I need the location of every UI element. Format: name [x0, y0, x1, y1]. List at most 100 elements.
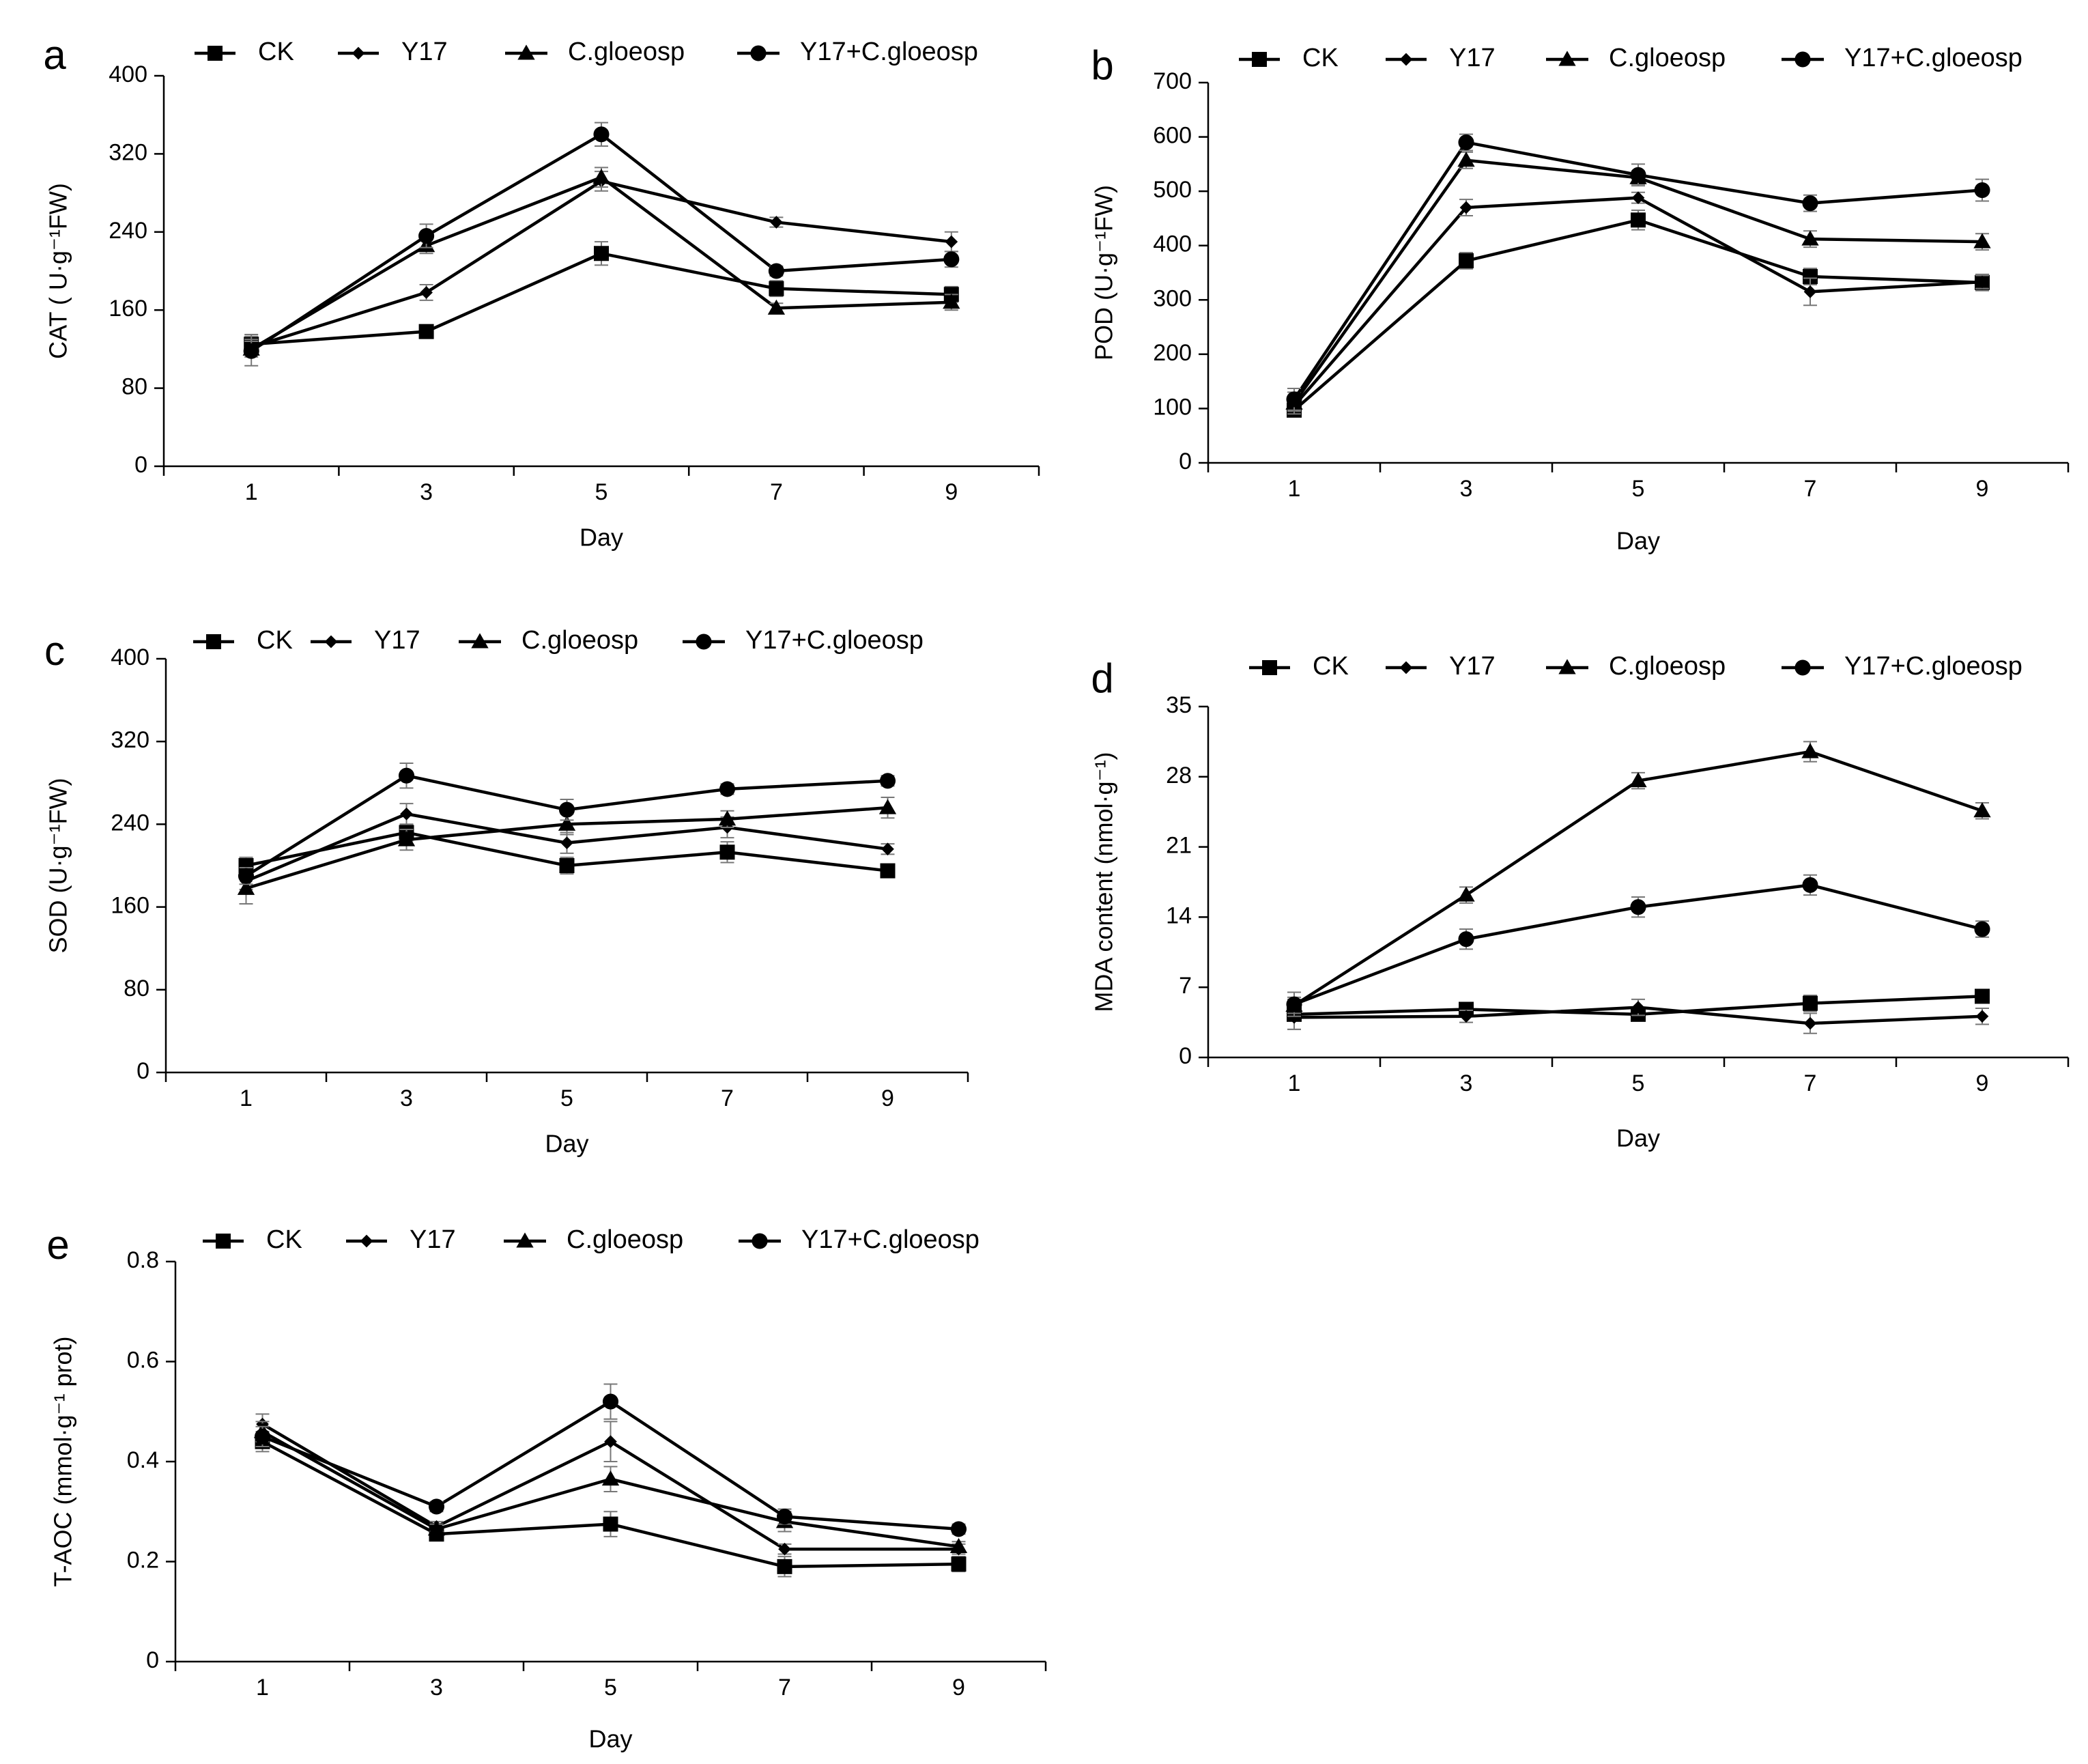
data-point-circle: [776, 1509, 793, 1525]
series-b-2: [1285, 151, 1991, 415]
series-b-3: [1286, 133, 1990, 411]
legend-label: CK: [1302, 44, 1339, 72]
legend-marker-circle: [750, 45, 767, 61]
panel-label-a: a: [43, 32, 66, 78]
x-axis-title-d: Day: [1616, 1124, 1660, 1152]
x-tick-label-a: 9: [945, 479, 958, 505]
data-point-diamond: [1975, 1010, 1989, 1023]
legend-marker-diamond: [352, 46, 365, 60]
x-tick-label-c: 9: [881, 1085, 894, 1111]
legend-marker-square: [208, 46, 223, 61]
x-tick-label-e: 9: [952, 1675, 965, 1701]
y-tick-label-b: 500: [1153, 177, 1192, 203]
data-point-circle: [1630, 899, 1646, 915]
x-axis-title-b: Day: [1616, 527, 1660, 555]
data-point-triangle: [1973, 802, 1991, 818]
y-tick-label-e: 0.8: [127, 1247, 159, 1273]
x-tick-label-b: 3: [1460, 476, 1473, 502]
data-point-circle: [1630, 167, 1646, 183]
data-point-square: [559, 858, 575, 873]
y-tick-label-a: 400: [109, 61, 147, 87]
y-tick-label-d: 28: [1166, 763, 1192, 788]
panel-label-d: d: [1091, 655, 1113, 701]
data-point-diamond: [778, 1542, 791, 1556]
chart-panel-b: b 1 3 5 7 9 0 100 200 300 400 500 600 700 Day POD (U·g⁻…: [1090, 42, 2070, 555]
data-point-square: [1803, 269, 1818, 285]
legend-marker-square: [1252, 52, 1267, 67]
y-tick-label-b: 700: [1153, 68, 1192, 94]
x-tick-label-a: 5: [595, 479, 608, 505]
y-tick-label-b: 300: [1153, 285, 1192, 311]
chart-panel-a: a 1 3 5 7 9 0 80 160 240 320 400 Day CAT ( U·g⁻¹FW) CK…: [43, 32, 1040, 552]
data-point-diamond: [420, 286, 433, 299]
data-point-circle: [238, 868, 255, 884]
x-tick-label-c: 1: [240, 1085, 253, 1111]
data-point-square: [418, 324, 434, 339]
legend-label: C.gloeosp: [521, 626, 638, 655]
legend-marker-diamond: [360, 1234, 373, 1248]
legend-label: C.gloeosp: [1609, 652, 1726, 681]
y-tick-label-c: 80: [124, 976, 149, 1001]
data-point-circle: [879, 773, 896, 789]
legend-label: Y17: [374, 626, 420, 655]
data-point-circle: [1458, 134, 1474, 151]
data-point-square: [603, 1516, 618, 1532]
panel-label-b: b: [1091, 42, 1113, 88]
y-axis-title-e: T-AOC (mmol·g⁻¹ prot): [49, 1336, 77, 1587]
data-point-circle: [254, 1428, 271, 1445]
y-tick-label-c: 0: [137, 1058, 149, 1084]
data-point-circle: [558, 801, 575, 818]
series-d-1: [1287, 998, 1989, 1034]
legend-label: CK: [257, 626, 293, 655]
legend-marker-diamond: [324, 635, 338, 649]
series-line-e: [261, 1399, 959, 1531]
legend-marker-triangle: [517, 44, 535, 60]
x-tick-label-a: 7: [770, 479, 783, 505]
data-point-diamond: [400, 807, 413, 821]
data-point-diamond: [945, 235, 958, 248]
x-tick-label-b: 9: [1976, 476, 1989, 502]
data-point-triangle: [1457, 886, 1475, 902]
data-point-diamond: [1459, 1010, 1473, 1023]
data-point-triangle: [592, 169, 610, 184]
data-point-triangle: [1801, 230, 1819, 246]
y-axis-title-b: POD (U·g⁻¹FW): [1090, 185, 1118, 360]
data-point-triangle: [949, 1537, 968, 1554]
series-c-2: [237, 797, 897, 905]
series-c-3: [238, 763, 896, 885]
data-point-triangle: [397, 831, 416, 847]
data-point-triangle: [767, 299, 786, 315]
chart-panel-c: c 1 3 5 7 9 0 80 160 240 320 400 Day SOD (U·g⁻¹FW) CK Y…: [44, 626, 969, 1158]
legend-marker-triangle: [516, 1232, 534, 1248]
legend-label: Y17: [1449, 44, 1496, 72]
data-point-circle: [602, 1393, 619, 1410]
legend-marker-circle: [696, 634, 712, 650]
panel-label-e: e: [46, 1222, 69, 1268]
data-point-triangle: [1629, 772, 1647, 788]
data-point-circle: [418, 227, 435, 244]
x-tick-label-a: 3: [420, 479, 433, 505]
series-d-2: [1285, 741, 1991, 1014]
x-axis-title-a: Day: [580, 524, 623, 552]
x-tick-label-c: 7: [721, 1085, 734, 1111]
legend-label: Y17+C.gloeosp: [1844, 652, 2022, 681]
legend-marker-circle: [1794, 51, 1811, 68]
series-a-0: [244, 241, 959, 355]
data-point-diamond: [770, 216, 783, 229]
legend-a: CK Y17 C.gloeosp Y17+C.gloeosp: [195, 38, 978, 66]
y-tick-label-a: 240: [109, 218, 147, 244]
y-tick-label-b: 0: [1179, 449, 1192, 474]
legend-label: Y17+C.gloeosp: [1844, 44, 2022, 72]
legend-marker-square: [216, 1234, 231, 1249]
x-tick-label-b: 5: [1632, 476, 1645, 502]
legend-marker-triangle: [1558, 659, 1576, 674]
legend-label: C.gloeosp: [1609, 44, 1726, 72]
legend-marker-circle: [1794, 659, 1811, 676]
series-line-d: [1293, 750, 1983, 1007]
y-tick-label-d: 0: [1179, 1043, 1192, 1069]
legend-marker-triangle: [1558, 51, 1576, 66]
y-tick-label-c: 400: [111, 644, 149, 670]
data-point-triangle: [558, 815, 576, 831]
data-point-diamond: [1631, 1001, 1645, 1014]
series-e-3: [254, 1383, 967, 1537]
